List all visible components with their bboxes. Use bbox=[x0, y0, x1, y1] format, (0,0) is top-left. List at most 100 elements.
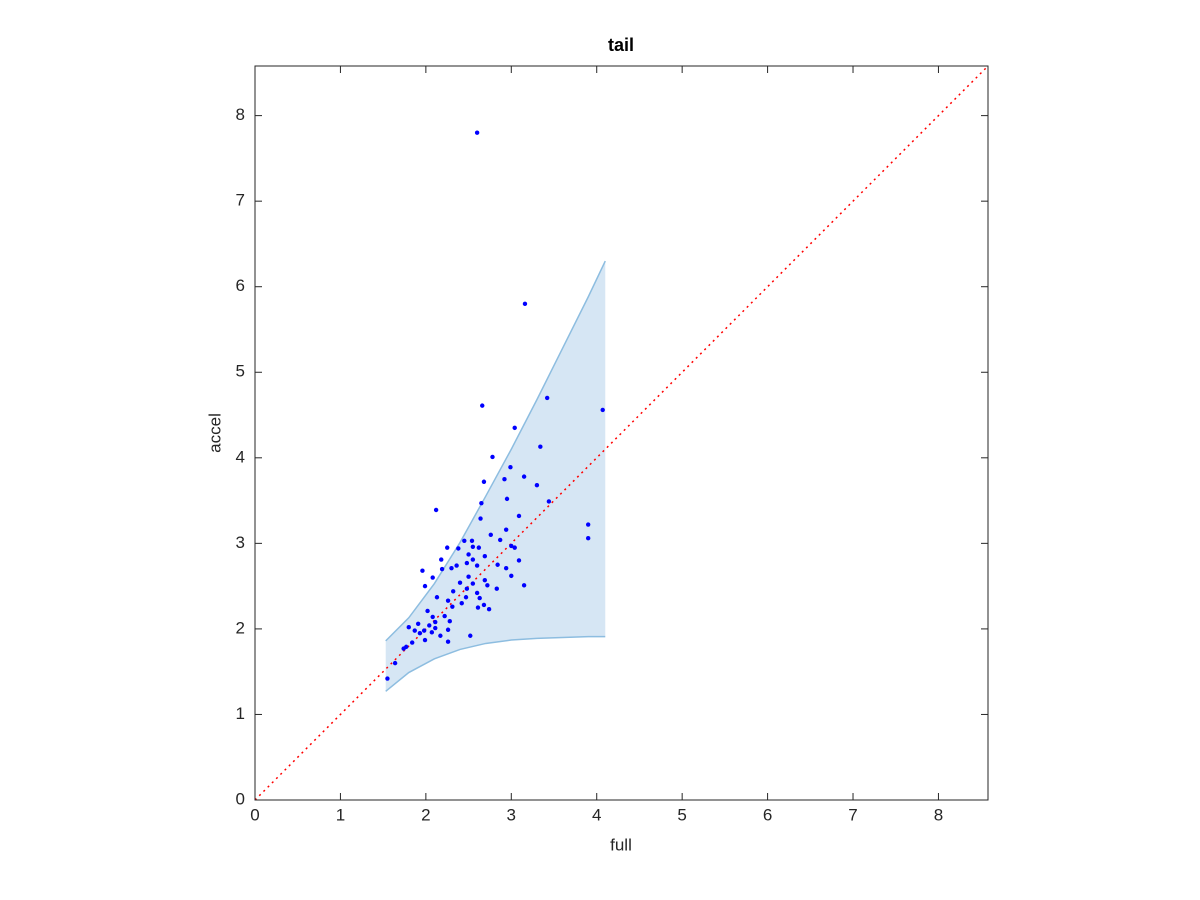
data-point bbox=[479, 500, 484, 506]
data-point bbox=[476, 545, 482, 550]
data-point bbox=[433, 625, 438, 631]
data-point bbox=[451, 589, 456, 594]
reference-line bbox=[254, 65, 989, 801]
x-tick-label: 6 bbox=[763, 805, 772, 824]
x-tick-label: 0 bbox=[250, 805, 259, 824]
data-point bbox=[454, 563, 459, 568]
data-point bbox=[502, 476, 507, 482]
data-point bbox=[464, 586, 470, 591]
data-point bbox=[485, 583, 490, 588]
data-point bbox=[438, 633, 443, 638]
data-point bbox=[474, 130, 480, 135]
x-tick-label: 7 bbox=[848, 805, 857, 824]
data-point bbox=[433, 619, 438, 625]
data-point bbox=[425, 608, 430, 614]
data-point bbox=[521, 474, 527, 479]
data-point bbox=[456, 546, 461, 551]
data-point bbox=[482, 553, 488, 559]
x-tick-label: 3 bbox=[507, 805, 516, 824]
data-point bbox=[503, 565, 509, 571]
x-tick-label: 1 bbox=[336, 805, 345, 824]
data-point bbox=[497, 537, 503, 543]
data-point bbox=[516, 513, 522, 519]
data-point bbox=[445, 627, 451, 632]
y-tick-label: 2 bbox=[236, 618, 245, 637]
data-point bbox=[412, 628, 417, 633]
band-upper-edge bbox=[385, 260, 606, 642]
data-point bbox=[546, 499, 552, 504]
x-axis-label: full bbox=[610, 835, 632, 854]
y-tick-label: 8 bbox=[236, 105, 245, 124]
data-point bbox=[466, 552, 471, 557]
data-point bbox=[406, 624, 411, 630]
data-point bbox=[522, 301, 528, 307]
data-point bbox=[422, 583, 428, 589]
y-tick-label: 3 bbox=[236, 533, 245, 552]
data-point bbox=[468, 633, 473, 638]
x-tick-label: 5 bbox=[677, 805, 686, 824]
data-point bbox=[538, 444, 543, 449]
data-point bbox=[512, 425, 517, 431]
data-point bbox=[429, 630, 435, 635]
data-point bbox=[434, 595, 440, 600]
data-point bbox=[430, 575, 435, 580]
x-tick-label: 4 bbox=[592, 805, 601, 824]
data-point bbox=[427, 623, 432, 628]
data-point bbox=[534, 482, 540, 488]
data-point bbox=[495, 562, 500, 567]
data-point bbox=[417, 630, 423, 636]
data-point bbox=[463, 595, 469, 600]
data-point bbox=[544, 395, 550, 401]
data-point bbox=[392, 660, 398, 666]
data-point bbox=[409, 640, 415, 645]
data-point bbox=[422, 637, 428, 643]
data-point bbox=[503, 527, 509, 532]
data-point bbox=[442, 613, 447, 619]
data-point bbox=[488, 532, 493, 538]
data-point bbox=[585, 522, 591, 527]
data-point bbox=[481, 602, 487, 608]
data-point bbox=[466, 574, 471, 579]
y-tick-label: 4 bbox=[236, 447, 245, 466]
data-point bbox=[385, 676, 390, 681]
data-point bbox=[445, 598, 451, 603]
data-point bbox=[415, 621, 421, 626]
data-point bbox=[600, 407, 605, 413]
data-point bbox=[439, 566, 445, 572]
data-point bbox=[516, 558, 522, 563]
data-point bbox=[450, 604, 455, 609]
data-point bbox=[486, 607, 492, 612]
data-point bbox=[464, 560, 470, 566]
y-axis-label: accel bbox=[205, 413, 224, 453]
data-point bbox=[475, 605, 481, 610]
confidence-band bbox=[385, 261, 606, 692]
data-point bbox=[459, 601, 464, 606]
data-point bbox=[421, 628, 427, 633]
data-point bbox=[521, 583, 527, 588]
data-point bbox=[445, 639, 451, 644]
y-tick-label: 6 bbox=[236, 276, 245, 295]
data-point bbox=[439, 557, 444, 562]
data-point bbox=[512, 545, 517, 550]
data-point bbox=[401, 646, 406, 651]
data-point bbox=[470, 557, 476, 562]
data-point bbox=[430, 614, 435, 620]
data-point bbox=[433, 507, 439, 513]
data-point bbox=[478, 516, 483, 521]
data-point bbox=[449, 565, 454, 571]
data-point bbox=[457, 580, 463, 585]
y-tick-label: 7 bbox=[236, 191, 245, 210]
band-lower-edge bbox=[385, 635, 606, 692]
axes-box bbox=[254, 65, 989, 801]
data-point bbox=[494, 586, 499, 591]
data-point bbox=[420, 568, 425, 573]
data-point bbox=[504, 496, 510, 502]
data-point bbox=[490, 454, 495, 460]
data-point bbox=[509, 543, 514, 549]
data-point bbox=[585, 536, 591, 541]
y-tick-label: 1 bbox=[236, 704, 245, 723]
chart-title: tail bbox=[608, 35, 634, 55]
data-point bbox=[445, 545, 450, 550]
